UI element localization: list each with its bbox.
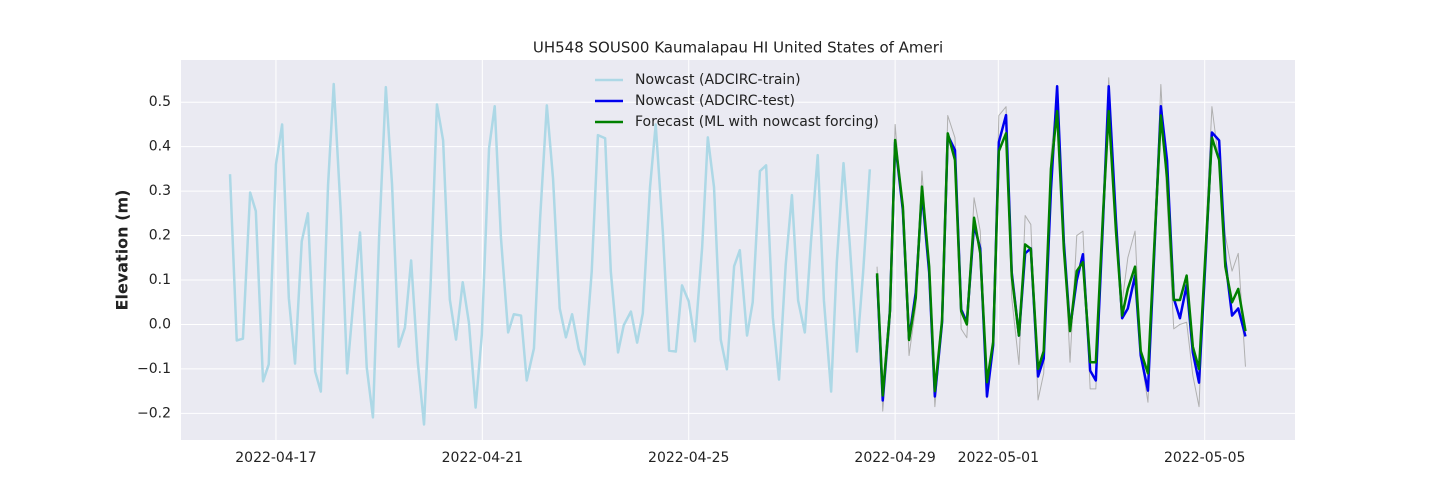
x-tick-label: 2022-04-17 — [235, 450, 316, 466]
x-tick-label: 2022-04-25 — [648, 450, 729, 466]
y-tick-label: 0.0 — [149, 316, 171, 332]
y-tick-label: 0.2 — [149, 228, 171, 244]
x-tick-label: 2022-04-29 — [854, 450, 935, 466]
y-tick-label: −0.2 — [137, 405, 171, 421]
y-tick-label: −0.1 — [137, 361, 171, 377]
series-line — [875, 109, 1247, 397]
y-tick-label: 0.4 — [149, 139, 171, 155]
x-tick-label: 2022-04-21 — [442, 450, 523, 466]
y-tick-label: 0.5 — [149, 94, 171, 110]
y-tick-label: 0.1 — [149, 272, 171, 288]
legend-label: Forecast (ML with nowcast forcing) — [635, 114, 879, 130]
chart-title: UH548 SOUS00 Kaumalapau HI United States… — [533, 39, 943, 57]
y-axis-label: Elevation (m) — [113, 190, 132, 311]
y-tick-label: 0.3 — [149, 183, 171, 199]
legend-label: Nowcast (ADCIRC-test) — [635, 93, 795, 109]
x-tick-label: 2022-05-01 — [958, 450, 1039, 466]
x-tick-label: 2022-05-05 — [1164, 450, 1245, 466]
series-line — [228, 82, 872, 426]
legend-label: Nowcast (ADCIRC-train) — [635, 72, 801, 88]
